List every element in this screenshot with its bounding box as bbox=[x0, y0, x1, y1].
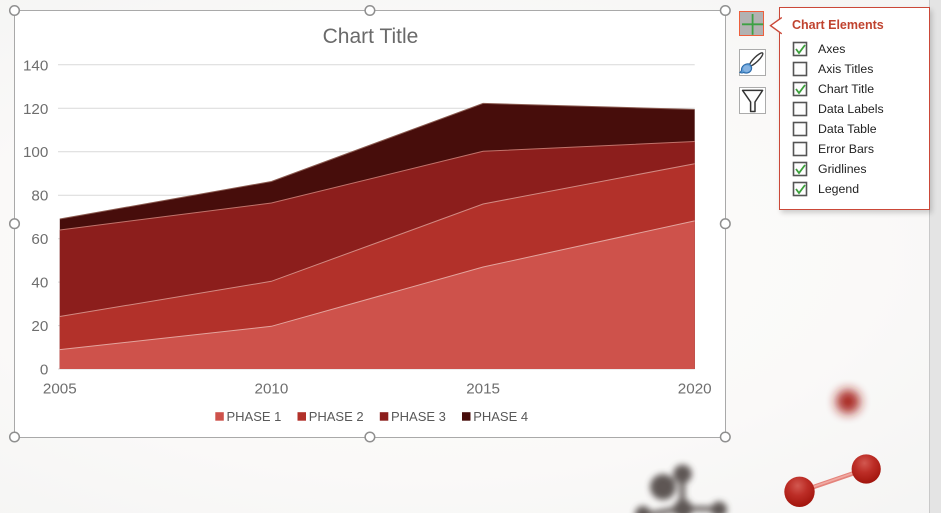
svg-text:0: 0 bbox=[40, 362, 48, 379]
svg-text:140: 140 bbox=[23, 57, 48, 74]
svg-text:40: 40 bbox=[31, 275, 48, 292]
svg-text:2005: 2005 bbox=[43, 380, 77, 397]
svg-text:PHASE 3: PHASE 3 bbox=[391, 409, 446, 424]
svg-text:PHASE 1: PHASE 1 bbox=[227, 409, 282, 424]
svg-text:Error Bars: Error Bars bbox=[818, 142, 874, 156]
svg-text:120: 120 bbox=[23, 101, 48, 118]
svg-text:Legend: Legend bbox=[818, 182, 859, 196]
svg-text:Chart Title: Chart Title bbox=[323, 25, 419, 48]
svg-text:60: 60 bbox=[31, 231, 48, 248]
svg-text:PHASE 4: PHASE 4 bbox=[473, 409, 528, 424]
svg-text:2020: 2020 bbox=[678, 380, 712, 397]
svg-text:Axes: Axes bbox=[818, 42, 845, 56]
svg-text:2010: 2010 bbox=[255, 380, 289, 397]
svg-text:Chart Title: Chart Title bbox=[818, 82, 874, 96]
svg-text:20: 20 bbox=[31, 318, 48, 335]
svg-text:100: 100 bbox=[23, 144, 48, 161]
svg-text:80: 80 bbox=[31, 188, 48, 205]
svg-text:Gridlines: Gridlines bbox=[818, 162, 867, 176]
svg-text:Axis Titles: Axis Titles bbox=[818, 62, 873, 76]
svg-text:Data Labels: Data Labels bbox=[818, 102, 884, 116]
svg-text:Data Table: Data Table bbox=[818, 122, 877, 136]
svg-text:2015: 2015 bbox=[466, 380, 500, 397]
svg-text:PHASE 2: PHASE 2 bbox=[309, 409, 364, 424]
